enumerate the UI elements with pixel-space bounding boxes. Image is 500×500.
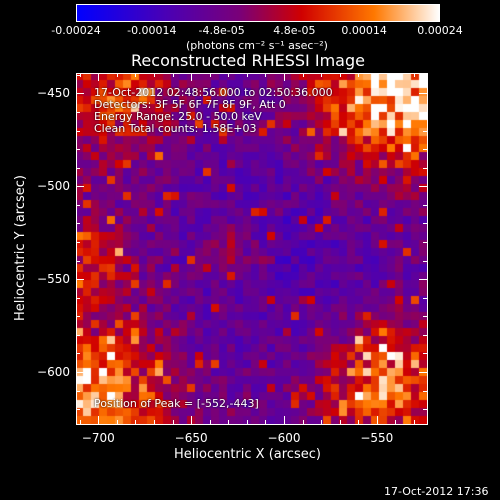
y-tick-label: −550 bbox=[37, 272, 70, 287]
x-tick-label: −600 bbox=[267, 431, 301, 445]
plot-frame bbox=[76, 73, 428, 425]
annotation-time-range: 17-Oct-2012 02:48:56.000 to 02:50:36.000 bbox=[94, 86, 333, 99]
x-tick-label: −650 bbox=[174, 431, 208, 445]
colorbar-tick-label: 4.8e-05 bbox=[273, 24, 316, 37]
y-tick-label: −450 bbox=[37, 86, 70, 101]
colorbar-tick-label: 0.00014 bbox=[341, 24, 387, 37]
y-tick-label: −500 bbox=[37, 179, 70, 194]
annotation-detectors: Detectors: 3F 5F 6F 7F 8F 9F, Att 0 bbox=[94, 98, 286, 111]
heatmap-image bbox=[76, 73, 427, 424]
colorbar-tick-label: -4.8e-05 bbox=[198, 24, 245, 37]
annotation-energy-range: Energy Range: 25.0 - 50.0 keV bbox=[94, 110, 262, 123]
colorbar-tick-label: -0.00014 bbox=[127, 24, 177, 37]
colorbar bbox=[76, 4, 440, 22]
colorbar-unit-label: (photons cm⁻² s⁻¹ asec⁻²) bbox=[186, 39, 328, 52]
colorbar-tick-label: -0.00024 bbox=[51, 24, 101, 37]
footer-timestamp: 17-Oct-2012 17:36 bbox=[384, 485, 489, 498]
y-axis-label: Heliocentric Y (arcsec) bbox=[12, 175, 28, 321]
x-axis-label: Heliocentric X (arcsec) bbox=[174, 447, 321, 462]
annotation-clean-counts: Clean Total counts: 1.58E+03 bbox=[94, 122, 257, 135]
x-tick-label: −700 bbox=[81, 431, 115, 445]
colorbar-tick-label: 0.00024 bbox=[417, 24, 463, 37]
annotation-peak-position: Position of Peak = [-552,-443] bbox=[94, 397, 259, 410]
chart-title: Reconstructed RHESSI Image bbox=[131, 51, 365, 70]
x-tick-label: −550 bbox=[360, 431, 394, 445]
y-tick-label: −600 bbox=[37, 365, 70, 379]
